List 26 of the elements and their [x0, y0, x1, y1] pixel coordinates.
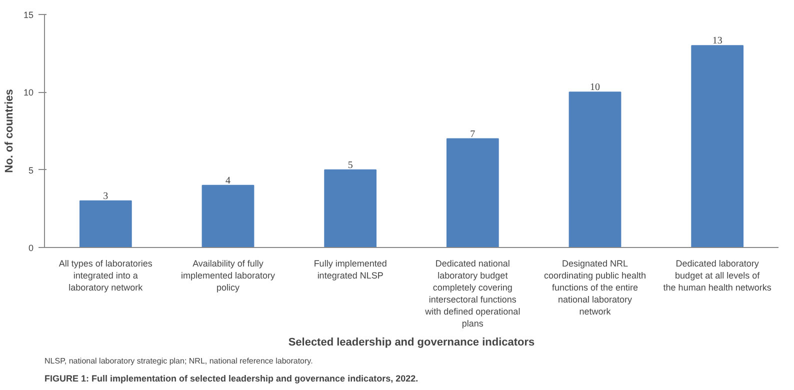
- bar: [79, 200, 132, 248]
- x-tick-label: All types of laboratories integrated into a laboratory network: [58, 258, 153, 292]
- bar: [446, 138, 499, 248]
- caption: FIGURE 1: Full implementation of selected leadership and governance indicators, 2022.: [44, 374, 418, 384]
- data-label: 3: [103, 190, 108, 202]
- y-axis-title: No. of countries: [3, 89, 16, 173]
- x-axis-title: Selected leadership and governance indicators: [288, 336, 535, 348]
- data-label: 13: [712, 36, 722, 47]
- data-label: 7: [470, 128, 476, 140]
- y-tick-label: 10: [23, 88, 34, 98]
- y-tick-label: 15: [23, 10, 34, 20]
- data-label: 5: [348, 160, 353, 171]
- bar: [202, 184, 254, 248]
- data-label: 4: [226, 175, 230, 186]
- x-tick-label: Dedicated national laboratory budget completely covering intersectoral functions with defined operational plans: [424, 258, 520, 328]
- text: NLSP, national laboratory strategic plan; NRL, national reference laboratory.: [44, 356, 313, 366]
- x-tick-label: Availability of fully implemented laboratory policy: [180, 258, 276, 292]
- x-tick-label: Fully implemented integrated NLSP: [314, 258, 387, 280]
- x-tick-label: Designated NRL coordinating public health functions of the entire national laboratory network: [544, 258, 646, 316]
- bar: [691, 45, 744, 248]
- x-tick-label: Dedicated laboratory budget at all levels of the human health networks: [663, 258, 772, 292]
- y-tick-label: 5: [28, 165, 34, 176]
- data-label: 10: [590, 82, 600, 94]
- bar: [568, 92, 622, 248]
- y-tick-label: 0: [28, 243, 34, 253]
- bar: [324, 169, 377, 248]
